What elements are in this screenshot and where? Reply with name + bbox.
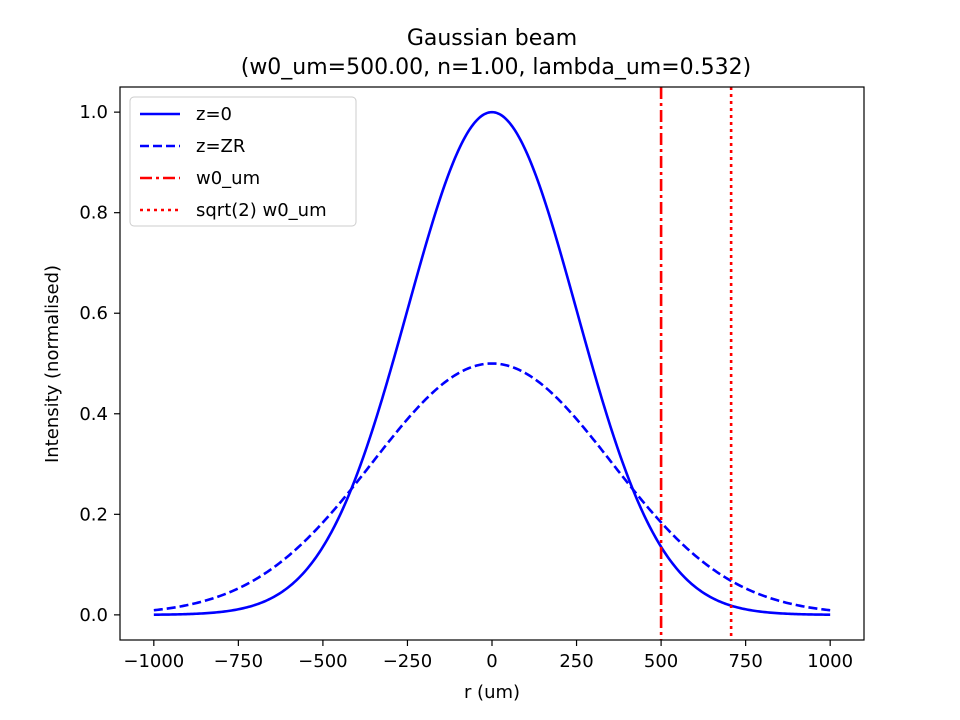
x-tick-label: 1000 — [807, 651, 853, 672]
chart-title-line2: (w0_um=500.00, n=1.00, lambda_um=0.532) — [241, 55, 752, 80]
series-line-0 — [153, 110, 831, 616]
series-line-1 — [153, 362, 831, 612]
x-tick-label: −1000 — [123, 651, 184, 672]
legend-label: w0_um — [196, 168, 260, 189]
axes-frame — [119, 86, 865, 641]
legend-label: sqrt(2) w0_um — [196, 200, 327, 221]
y-axis: 0.0 0.2 0.4 0.6 0.8 1.0 — [79, 102, 120, 626]
legend-box — [129, 96, 357, 227]
x-tick-label: 0 — [486, 651, 497, 672]
x-axis-label: r (um) — [464, 682, 520, 703]
y-tick-label: 0.6 — [79, 303, 108, 324]
y-tick-label: 0.2 — [79, 504, 108, 525]
chart-title-line1: Gaussian beam — [407, 26, 577, 51]
y-tick-label: 0.0 — [79, 605, 108, 626]
legend-label: z=0 — [196, 104, 232, 125]
y-tick-label: 0.8 — [79, 203, 108, 224]
legend-label: z=ZR — [196, 136, 245, 157]
x-tick-label: −500 — [298, 651, 347, 672]
y-tick-label: 0.4 — [79, 404, 108, 425]
legend: z=0 z=ZR w0_um sqrt(2) w0_um — [129, 96, 357, 227]
x-axis: −1000 −750 −500 −250 0 250 500 750 1000 — [123, 640, 853, 672]
y-tick-label: 1.0 — [79, 102, 108, 123]
x-tick-label: −750 — [214, 651, 263, 672]
plot-area — [153, 87, 831, 640]
y-axis-label: Intensity (normalised) — [42, 265, 63, 463]
x-tick-label: −250 — [383, 651, 432, 672]
x-tick-label: 750 — [728, 651, 762, 672]
x-tick-label: 250 — [559, 651, 593, 672]
x-tick-label: 500 — [644, 651, 678, 672]
